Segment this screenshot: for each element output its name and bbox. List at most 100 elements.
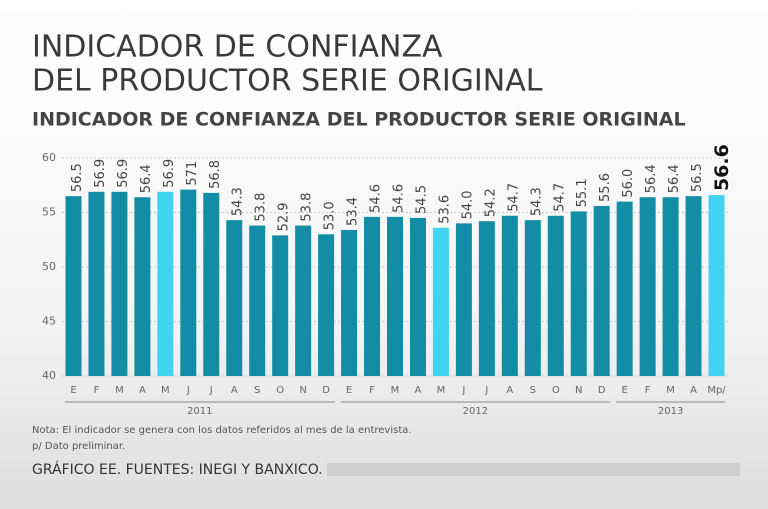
value-label: 54.7: [506, 183, 521, 212]
x-tick-label: M: [161, 385, 170, 396]
x-tick-label: A: [506, 385, 513, 396]
x-tick-label: J: [461, 385, 465, 396]
bar: [455, 223, 472, 376]
bar: [685, 196, 702, 376]
bar: [111, 191, 128, 376]
x-tick-label: E: [621, 385, 627, 396]
x-tick-label: O: [276, 385, 284, 396]
value-label: 571: [185, 161, 200, 186]
value-label: 54.7: [552, 183, 567, 212]
bar: [65, 196, 82, 376]
bar: [364, 216, 381, 376]
value-label: 54.6: [369, 184, 384, 213]
y-tick-label: 45: [42, 315, 56, 328]
value-label: 53.0: [323, 201, 338, 230]
bar: [295, 225, 312, 376]
bar: [478, 221, 495, 376]
value-label: 56.9: [116, 159, 131, 188]
bar: [616, 201, 633, 376]
bar: [708, 195, 725, 376]
year-label: 2013: [658, 406, 683, 417]
note: Nota: El indicador se genera con los dat…: [32, 425, 412, 436]
value-label: 54.0: [460, 190, 475, 219]
chart-subtitle: INDICADOR DE CONFIANZA DEL PRODUCTOR SER…: [32, 109, 686, 131]
year-label: 2012: [463, 406, 488, 417]
x-tick-label: N: [299, 385, 306, 396]
bar: [180, 189, 197, 376]
value-label: 56.0: [621, 169, 636, 198]
x-tick-label: D: [322, 385, 330, 396]
x-tick-label: F: [369, 385, 375, 396]
x-tick-label: M: [115, 385, 124, 396]
chart-title: INDICADOR DE CONFIANZA: [32, 30, 443, 65]
y-tick-label: 50: [42, 260, 56, 273]
bar: [387, 216, 403, 376]
value-label: 55.1: [575, 178, 590, 207]
x-tick-label: F: [645, 385, 651, 396]
bar: [318, 234, 335, 376]
x-tick-label: J: [209, 385, 213, 396]
value-label: 56.9: [93, 159, 108, 188]
value-label: 56.9: [162, 159, 177, 188]
bar: [226, 220, 243, 376]
x-tick-label: S: [254, 385, 260, 396]
value-label: 54.3: [529, 187, 544, 216]
value-label: 56.8: [208, 160, 223, 189]
x-tick-label: J: [484, 385, 488, 396]
bar: [432, 227, 449, 376]
source-rule: [327, 463, 740, 476]
bar: [593, 205, 610, 376]
x-tick-label: S: [530, 385, 536, 396]
bar: [547, 215, 564, 376]
bar: [501, 215, 518, 376]
bar: [341, 229, 358, 376]
x-tick-label: A: [231, 385, 238, 396]
bar: [409, 217, 426, 376]
value-label: 53.8: [254, 193, 269, 222]
y-tick-label: 55: [42, 206, 56, 219]
x-tick-label: M: [437, 385, 446, 396]
source: GRÁFICO EE. FUENTES: INEGI Y BANXICO.: [32, 461, 323, 478]
value-label: 56.6: [711, 144, 733, 191]
bar: [203, 192, 220, 376]
x-tick-label: M: [391, 385, 400, 396]
bar: [662, 197, 679, 376]
value-label: 54.3: [231, 187, 246, 216]
x-tick-label: A: [690, 385, 697, 396]
year-label: 2011: [187, 406, 212, 417]
x-tick-label: A: [415, 385, 422, 396]
value-label: 53.4: [346, 197, 361, 226]
value-label: 56.4: [139, 164, 154, 193]
bar: [157, 191, 174, 376]
x-tick-label: E: [70, 385, 76, 396]
bar: [134, 197, 151, 376]
bar: [88, 191, 105, 376]
x-tick-label: E: [346, 385, 352, 396]
x-tick-label: J: [186, 385, 190, 396]
value-label: 56.5: [690, 163, 705, 192]
x-tick-label: D: [598, 385, 606, 396]
y-tick-label: 60: [42, 151, 56, 164]
x-tick-label: A: [139, 385, 146, 396]
x-tick-label: N: [575, 385, 582, 396]
value-label: 56.4: [644, 164, 659, 193]
bar: [272, 235, 289, 376]
bar: [249, 225, 266, 376]
x-tick-label: M: [666, 385, 675, 396]
y-tick-label: 40: [42, 369, 56, 382]
value-label: 56.4: [667, 164, 682, 193]
x-tick-label: Mp/: [707, 385, 726, 396]
value-label: 52.9: [277, 202, 292, 231]
value-label: 54.6: [392, 184, 407, 213]
x-tick-label: O: [552, 385, 560, 396]
chart-title: DEL PRODUCTOR SERIE ORIGINAL: [32, 64, 543, 99]
note: p/ Dato preliminar.: [32, 441, 125, 452]
value-label: 53.6: [437, 195, 452, 224]
value-label: 54.5: [414, 185, 429, 214]
value-label: 53.8: [300, 193, 315, 222]
bar: [639, 197, 656, 376]
value-label: 54.2: [483, 188, 498, 217]
bar: [570, 211, 587, 376]
bar: [524, 220, 541, 376]
